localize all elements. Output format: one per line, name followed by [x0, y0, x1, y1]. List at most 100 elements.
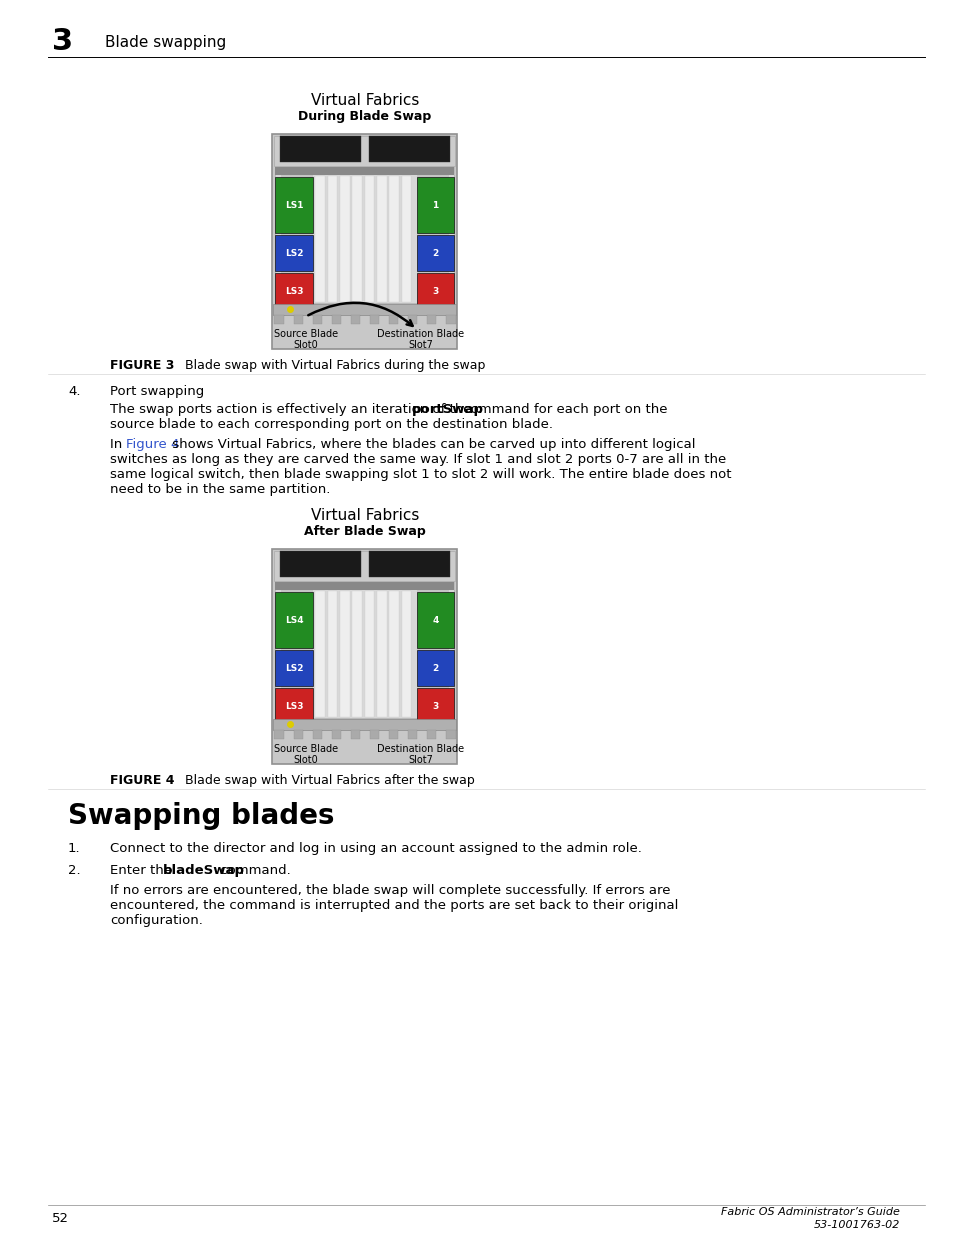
FancyBboxPatch shape: [275, 688, 313, 724]
FancyBboxPatch shape: [352, 592, 361, 716]
Text: LS2: LS2: [285, 663, 303, 673]
FancyBboxPatch shape: [364, 177, 374, 301]
Text: If no errors are encountered, the blade swap will complete successfully. If erro: If no errors are encountered, the blade …: [110, 884, 670, 897]
Text: configuration.: configuration.: [110, 914, 203, 927]
Text: Port swapping: Port swapping: [110, 385, 204, 398]
FancyBboxPatch shape: [313, 730, 322, 739]
FancyBboxPatch shape: [315, 592, 325, 716]
FancyBboxPatch shape: [339, 177, 349, 301]
FancyBboxPatch shape: [274, 304, 456, 315]
Text: LS3: LS3: [285, 701, 303, 710]
Text: 1.: 1.: [68, 842, 81, 855]
FancyBboxPatch shape: [408, 315, 417, 324]
FancyBboxPatch shape: [275, 582, 454, 718]
Text: 52: 52: [52, 1212, 69, 1224]
Text: portSwap: portSwap: [412, 403, 483, 416]
Text: 3: 3: [52, 27, 73, 57]
Text: LS3: LS3: [285, 287, 303, 295]
Text: Source Blade: Source Blade: [274, 329, 337, 338]
FancyBboxPatch shape: [327, 177, 337, 301]
FancyBboxPatch shape: [352, 177, 361, 301]
Text: Slot7: Slot7: [408, 340, 433, 350]
FancyBboxPatch shape: [427, 315, 436, 324]
FancyBboxPatch shape: [332, 315, 341, 324]
Text: switches as long as they are carved the same way. If slot 1 and slot 2 ports 0-7: switches as long as they are carved the …: [110, 453, 725, 466]
FancyBboxPatch shape: [313, 315, 322, 324]
FancyBboxPatch shape: [364, 592, 374, 716]
FancyBboxPatch shape: [427, 730, 436, 739]
FancyBboxPatch shape: [416, 273, 454, 309]
FancyBboxPatch shape: [416, 688, 454, 724]
Text: Destination Blade: Destination Blade: [376, 329, 463, 338]
Text: LS1: LS1: [285, 200, 303, 210]
FancyBboxPatch shape: [370, 315, 379, 324]
FancyBboxPatch shape: [401, 592, 411, 716]
FancyBboxPatch shape: [416, 592, 454, 648]
FancyBboxPatch shape: [332, 730, 341, 739]
FancyBboxPatch shape: [274, 551, 455, 582]
FancyBboxPatch shape: [273, 550, 457, 764]
Text: Figure 4: Figure 4: [126, 438, 179, 451]
FancyBboxPatch shape: [274, 719, 456, 730]
FancyBboxPatch shape: [275, 177, 313, 233]
FancyBboxPatch shape: [389, 315, 398, 324]
FancyBboxPatch shape: [389, 730, 398, 739]
Text: LS4: LS4: [285, 615, 303, 625]
FancyBboxPatch shape: [327, 592, 337, 716]
FancyBboxPatch shape: [275, 273, 313, 309]
FancyBboxPatch shape: [376, 177, 386, 301]
Text: Enter the: Enter the: [110, 864, 176, 877]
FancyBboxPatch shape: [389, 592, 398, 716]
Text: Slot0: Slot0: [294, 755, 318, 764]
FancyBboxPatch shape: [279, 136, 361, 162]
FancyBboxPatch shape: [280, 175, 313, 303]
Text: Connect to the director and log in using an account assigned to the admin role.: Connect to the director and log in using…: [110, 842, 641, 855]
FancyBboxPatch shape: [370, 730, 379, 739]
Text: 3: 3: [432, 287, 438, 295]
FancyBboxPatch shape: [275, 235, 313, 270]
Text: Fabric OS Administrator’s Guide: Fabric OS Administrator’s Guide: [720, 1207, 899, 1216]
Text: encountered, the command is interrupted and the ports are set back to their orig: encountered, the command is interrupted …: [110, 899, 678, 911]
Text: 53-1001763-02: 53-1001763-02: [813, 1220, 899, 1230]
FancyBboxPatch shape: [315, 177, 325, 301]
FancyBboxPatch shape: [416, 177, 454, 233]
FancyBboxPatch shape: [445, 315, 455, 324]
FancyBboxPatch shape: [339, 592, 349, 716]
FancyBboxPatch shape: [279, 551, 361, 577]
Text: Virtual Fabrics: Virtual Fabrics: [311, 508, 418, 522]
FancyBboxPatch shape: [368, 551, 450, 577]
Text: 4.: 4.: [68, 385, 80, 398]
FancyBboxPatch shape: [273, 135, 457, 350]
Text: bladeSwap: bladeSwap: [163, 864, 245, 877]
Text: During Blade Swap: During Blade Swap: [298, 110, 431, 124]
FancyBboxPatch shape: [275, 167, 454, 175]
Text: The swap ports action is effectively an iteration of the: The swap ports action is effectively an …: [110, 403, 476, 416]
Text: same logical switch, then blade swapping slot 1 to slot 2 will work. The entire : same logical switch, then blade swapping…: [110, 468, 731, 480]
Text: 1: 1: [432, 200, 438, 210]
Text: Swapping blades: Swapping blades: [68, 802, 335, 830]
FancyBboxPatch shape: [274, 136, 455, 165]
Text: LS2: LS2: [285, 248, 303, 258]
FancyBboxPatch shape: [445, 730, 455, 739]
Text: Blade swap with Virtual Fabrics after the swap: Blade swap with Virtual Fabrics after th…: [185, 774, 475, 787]
Text: Destination Blade: Destination Blade: [376, 743, 463, 753]
FancyBboxPatch shape: [275, 592, 313, 648]
FancyBboxPatch shape: [274, 315, 284, 324]
FancyBboxPatch shape: [294, 730, 303, 739]
FancyBboxPatch shape: [368, 136, 450, 162]
FancyBboxPatch shape: [274, 730, 284, 739]
FancyBboxPatch shape: [401, 177, 411, 301]
Text: Source Blade: Source Blade: [274, 743, 337, 753]
Text: need to be in the same partition.: need to be in the same partition.: [110, 483, 330, 496]
FancyBboxPatch shape: [416, 235, 454, 270]
Text: Blade swap with Virtual Fabrics during the swap: Blade swap with Virtual Fabrics during t…: [185, 359, 485, 372]
Text: 2: 2: [432, 248, 438, 258]
Text: 2.: 2.: [68, 864, 81, 877]
FancyBboxPatch shape: [275, 167, 454, 303]
Text: Slot0: Slot0: [294, 340, 318, 350]
Text: FIGURE 4: FIGURE 4: [110, 774, 174, 787]
FancyBboxPatch shape: [416, 175, 449, 303]
Text: command.: command.: [215, 864, 290, 877]
Text: Blade swapping: Blade swapping: [105, 35, 226, 49]
Text: shows Virtual Fabrics, where the blades can be carved up into different logical: shows Virtual Fabrics, where the blades …: [168, 438, 695, 451]
